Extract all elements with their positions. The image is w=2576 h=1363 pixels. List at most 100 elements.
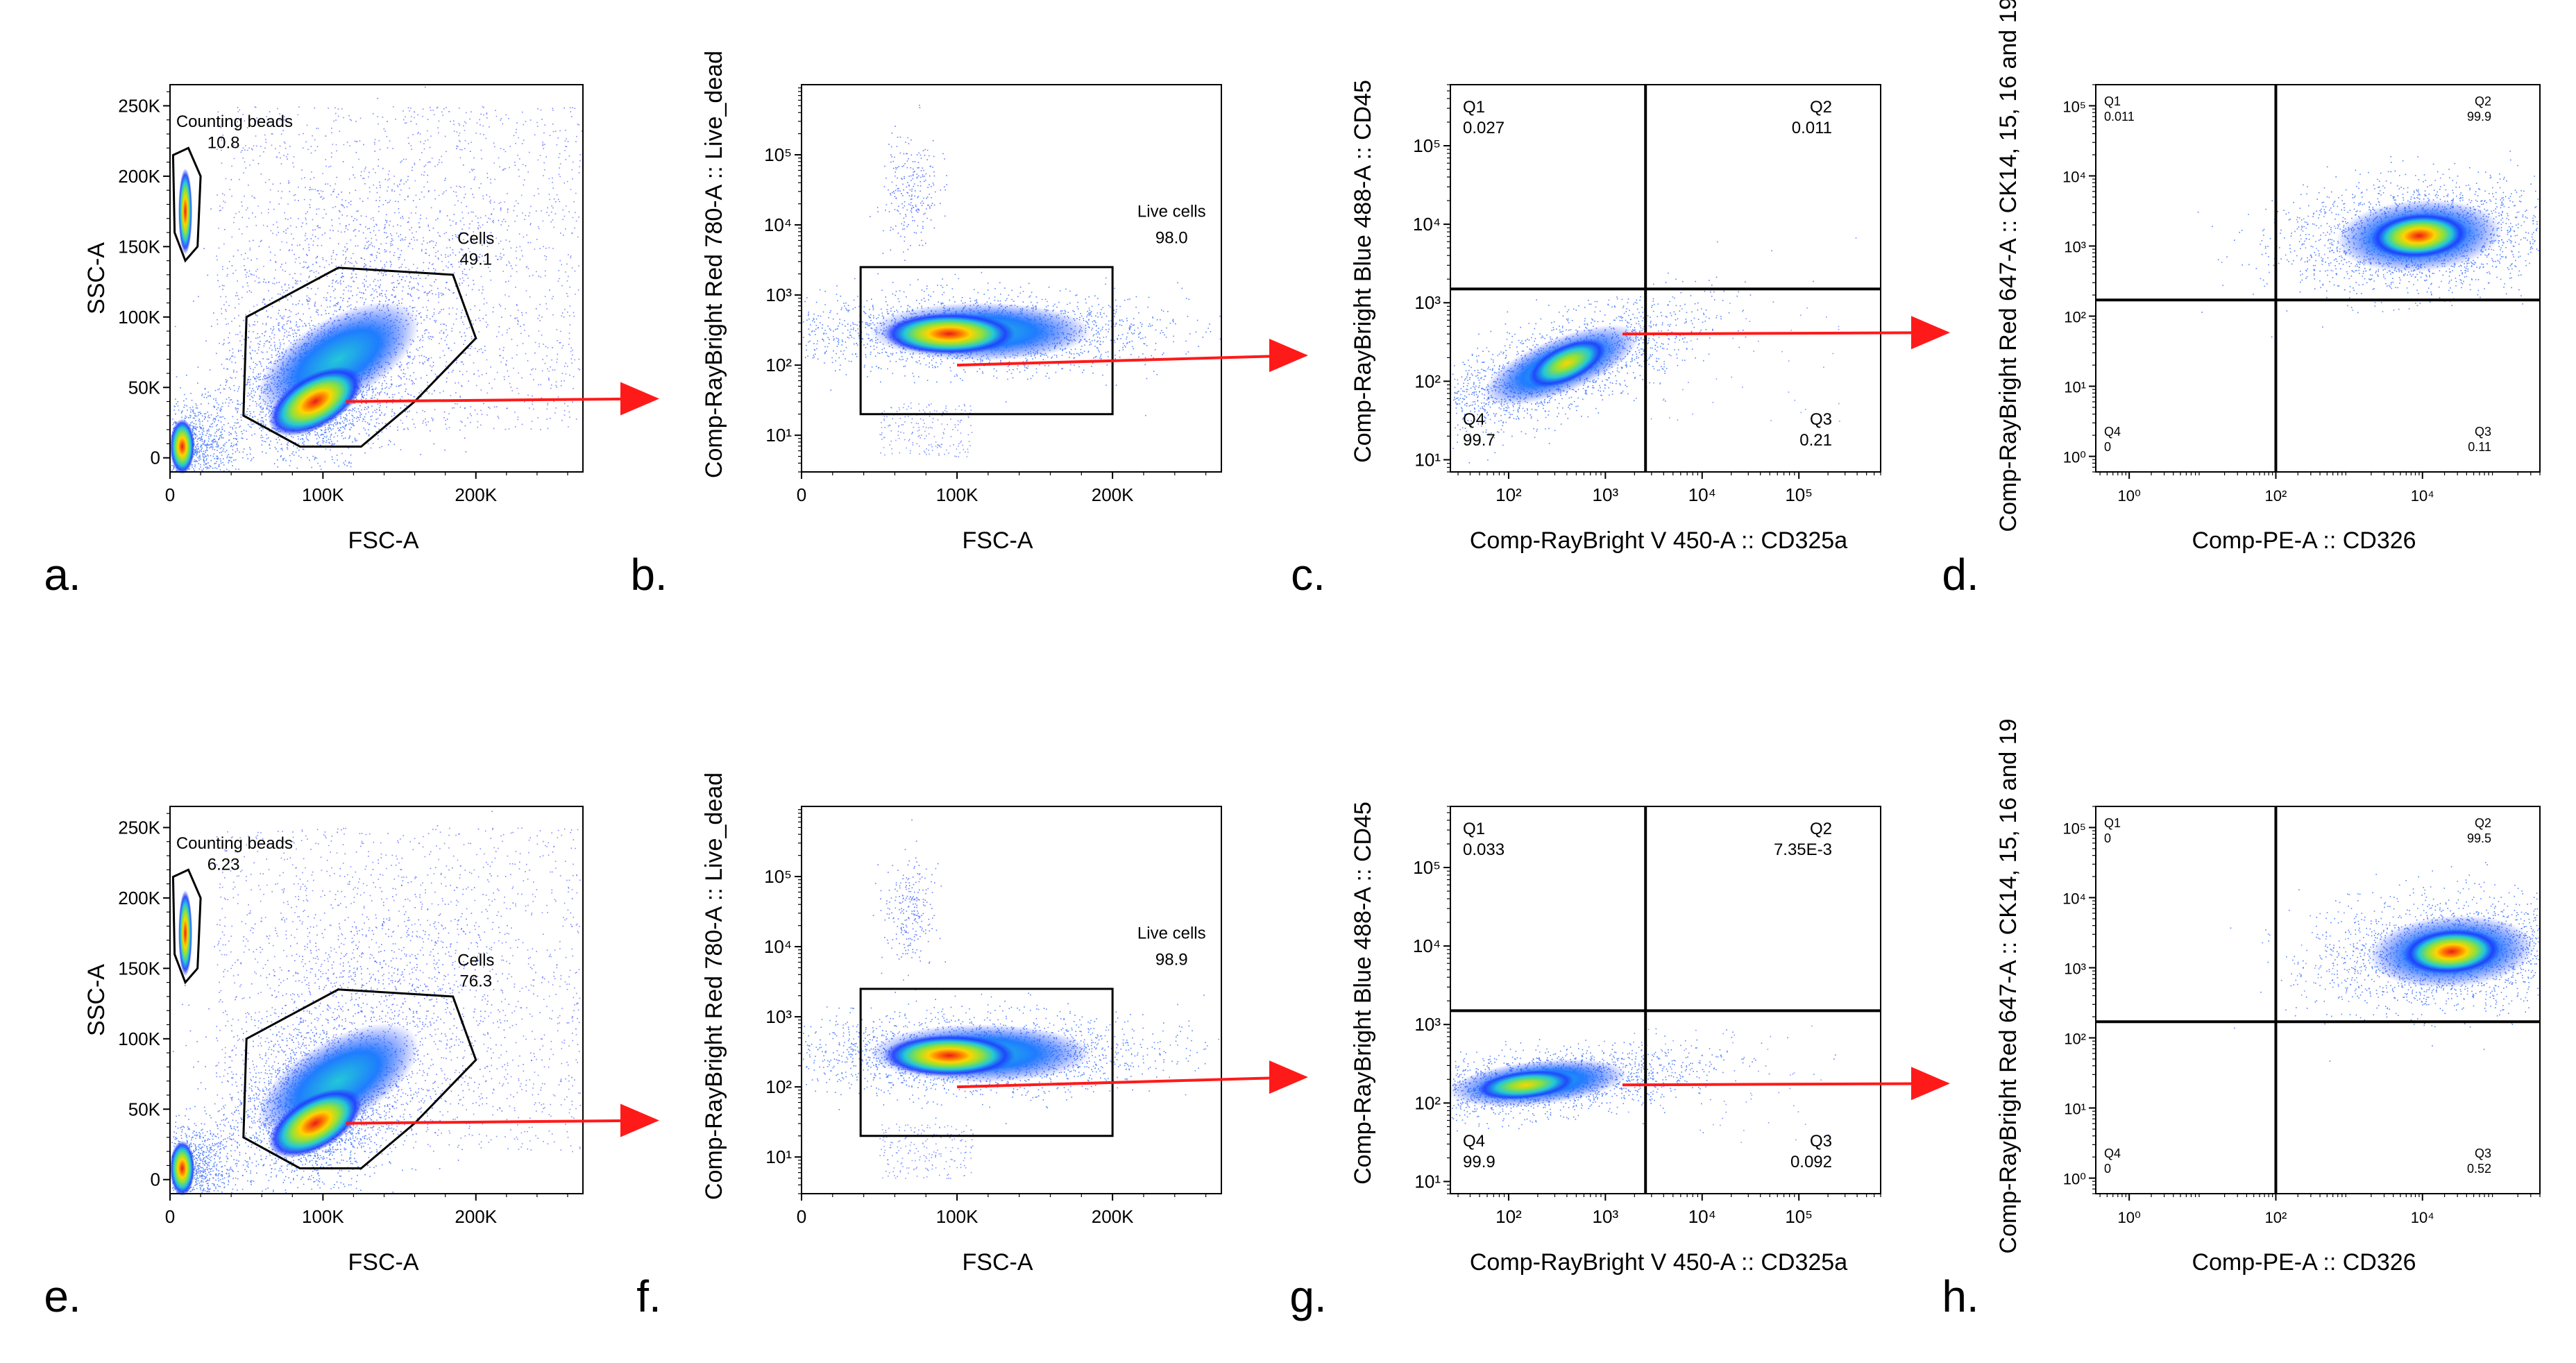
y-tick-label: 10¹ xyxy=(1414,449,1441,470)
panel-letter: a. xyxy=(44,550,80,600)
y-tick-label: 10³ xyxy=(1414,292,1441,313)
quadrant-value: 0.52 xyxy=(2467,1162,2491,1176)
y-tick-label: 10⁴ xyxy=(2062,890,2086,907)
quadrant-value: 0 xyxy=(2104,831,2111,845)
quadrant-label: Q4 xyxy=(1463,410,1485,429)
density-core xyxy=(2403,929,2500,974)
x-tick-label: 10⁴ xyxy=(2411,1209,2434,1226)
density-debris xyxy=(169,418,195,475)
x-tick-label: 10⁵ xyxy=(1785,1206,1813,1227)
gating-arrow xyxy=(957,339,1308,373)
x-tick-label: 200K xyxy=(455,1206,497,1227)
x-tick-label: 0 xyxy=(165,1206,175,1227)
x-tick-label: 0 xyxy=(797,1206,806,1227)
gate-label: Cells xyxy=(457,951,494,970)
arrow-head xyxy=(620,382,659,416)
y-tick-label: 10² xyxy=(765,355,792,375)
x-tick-label: 10² xyxy=(1495,1206,1522,1227)
plot-frame xyxy=(801,84,1222,473)
x-axis-title: Comp-PE-A :: CD326 xyxy=(2192,1249,2416,1276)
x-tick-label: 10⁰ xyxy=(2118,487,2141,505)
quadrant-label: Q3 xyxy=(2475,425,2491,439)
quadrant-value: 99.5 xyxy=(2467,831,2491,845)
quadrant-value: 0.033 xyxy=(1463,840,1505,859)
quadrant-value: 0.011 xyxy=(1792,119,1832,137)
x-axis-title: FSC-A xyxy=(348,527,419,554)
gate-counting-beads xyxy=(171,146,202,263)
gate-value: 98.9 xyxy=(1155,950,1188,969)
arrow-shaft xyxy=(1622,1082,1945,1087)
x-tick-label: 10³ xyxy=(1593,1206,1619,1227)
panel-letter: g. xyxy=(1289,1271,1326,1321)
y-tick-label: 200K xyxy=(118,166,160,187)
y-tick-label: 10¹ xyxy=(765,1146,792,1167)
x-tick-label: 0 xyxy=(165,484,175,505)
density-debris xyxy=(169,1140,195,1196)
y-tick-label: 10² xyxy=(765,1076,792,1097)
x-tick-label: 10² xyxy=(2265,487,2287,505)
plot-frame xyxy=(801,806,1222,1194)
panel-g: Q1 0.033 Q2 7.35E-3 Q3 0.092 Q4 99.9 10² 10³ 10⁴ 10… xyxy=(1289,802,1881,1321)
y-tick-label: 50K xyxy=(128,1099,161,1119)
y-tick-label: 10⁵ xyxy=(1413,135,1441,156)
x-tick-label: 200K xyxy=(1092,1206,1134,1227)
y-tick-label: 10¹ xyxy=(2064,379,2086,396)
gate-value: 6.23 xyxy=(207,855,240,874)
plot-frame xyxy=(2095,806,2541,1194)
x-tick-label: 10² xyxy=(2265,1209,2287,1226)
arrow-shaft xyxy=(957,1076,1303,1089)
y-tick-label: 10² xyxy=(1414,371,1441,391)
panel-letter: c. xyxy=(1291,550,1325,600)
gate-value: 76.3 xyxy=(459,972,492,991)
x-tick-label: 10² xyxy=(1495,484,1522,505)
quadrant-value: 0.027 xyxy=(1463,119,1505,137)
event-dots xyxy=(1452,1028,1836,1133)
gate-label: Cells xyxy=(457,229,494,248)
gating-arrow xyxy=(1622,1067,1950,1101)
x-tick-label: 10⁰ xyxy=(2118,1209,2141,1226)
y-axis-title: Comp-RayBright Blue 488-A :: CD45 xyxy=(1350,802,1376,1185)
y-tick-label: 10⁵ xyxy=(2062,98,2086,115)
x-tick-label: 100K xyxy=(302,484,344,505)
y-tick-label: 100K xyxy=(118,307,160,328)
scatter-data xyxy=(2230,862,2540,1062)
y-tick-label: 10³ xyxy=(765,1006,792,1027)
panel-f: Live cells 98.9 0 100K 200K 10¹ 10² 10³ 10⁴ 10⁵ FS… xyxy=(636,772,1222,1321)
panel-letter: d. xyxy=(1942,550,1978,600)
y-tick-label: 10⁵ xyxy=(1413,857,1441,878)
quadrant-label: Q3 xyxy=(2475,1146,2491,1160)
quadrant-value: 0.21 xyxy=(1799,431,1832,450)
y-axis-title: SSC-A xyxy=(83,964,110,1036)
panel-letter: f. xyxy=(636,1271,661,1321)
x-tick-label: 200K xyxy=(1092,484,1134,505)
panel-a: Counting beads 10.8 Cells 49.1 0 100K 200K 0 50K… xyxy=(44,84,584,600)
arrow-head xyxy=(620,1103,659,1137)
x-tick-label: 200K xyxy=(455,484,497,505)
y-tick-label: 10⁴ xyxy=(764,936,792,957)
quadrant-value: 7.35E-3 xyxy=(1774,840,1832,859)
quadrant-value: 99.9 xyxy=(1463,1153,1495,1171)
gating-arrow xyxy=(957,1060,1308,1094)
y-axis-title: Comp-RayBright Red 647-A :: CK14, 15, 16… xyxy=(1995,718,2022,1253)
quadrant-label: Q1 xyxy=(2104,94,2121,108)
event-dots xyxy=(879,1124,974,1179)
y-tick-label: 10² xyxy=(2064,309,2086,326)
gate-counting-beads xyxy=(171,868,202,985)
plot-frame xyxy=(169,806,584,1194)
x-tick-label: 100K xyxy=(936,484,978,505)
y-tick-label: 150K xyxy=(118,958,160,979)
density-core xyxy=(268,1088,363,1158)
quadrant-label: Q1 xyxy=(2104,816,2121,830)
x-axis-title: Comp-RayBright V 450-A :: CD325a xyxy=(1470,527,1847,554)
event-dots xyxy=(2294,938,2371,996)
x-axis-title: FSC-A xyxy=(348,1249,419,1276)
quadrant-label: Q1 xyxy=(1463,98,1485,117)
scatter-data xyxy=(803,819,1220,1179)
arrow-head xyxy=(1911,1067,1950,1101)
gate-value: 98.0 xyxy=(1155,228,1188,247)
x-axis-title: Comp-RayBright V 450-A :: CD325a xyxy=(1470,1249,1847,1276)
scatter-data xyxy=(169,86,583,475)
y-tick-label: 200K xyxy=(118,888,160,908)
